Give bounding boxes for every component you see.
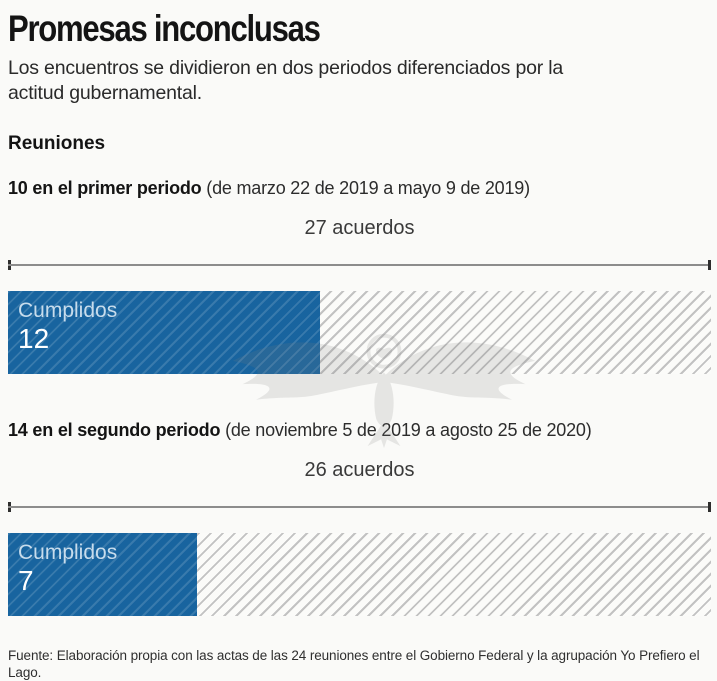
period-2-bar-track: Cumplidos 7 <box>8 533 711 616</box>
source-note: Fuente: Elaboración propia con las actas… <box>8 648 700 680</box>
period-2-bar-fill: Cumplidos 7 <box>8 533 198 616</box>
period-1-label-detail: (de marzo 22 de 2019 a mayo 9 de 2019) <box>206 178 530 198</box>
period-1-total-agreements: 27 acuerdos <box>304 217 415 239</box>
measure-rule <box>8 264 711 266</box>
section-heading: Reuniones <box>8 133 106 154</box>
measure-tick-right-icon <box>708 502 711 512</box>
period-2-fulfilled-label: Cumplidos <box>18 541 118 564</box>
period-1-fulfilled-label: Cumplidos <box>18 299 118 322</box>
page-title: Promesas inconclusas <box>8 8 321 49</box>
measure-tick-right-icon <box>708 260 711 270</box>
period-2-label-detail: (de noviembre 5 de 2019 a agosto 25 de 2… <box>225 420 592 440</box>
period-2-total-agreements: 26 acuerdos <box>304 459 415 481</box>
period-1-bar-track: Cumplidos 12 <box>8 291 711 374</box>
period-1-measure-line <box>8 260 711 270</box>
period-1-label: 10 en el primer periodo (de marzo 22 de … <box>8 178 711 199</box>
period-1-section: 10 en el primer periodo (de marzo 22 de … <box>8 178 711 374</box>
period-2-label: 14 en el segundo periodo (de noviembre 5… <box>8 420 711 441</box>
period-1-bar-fill: Cumplidos 12 <box>8 291 321 374</box>
period-1-label-bold: 10 en el primer periodo <box>8 178 202 198</box>
period-2-section: 14 en el segundo periodo (de noviembre 5… <box>8 420 711 616</box>
period-2-fulfilled-value: 7 <box>18 565 34 596</box>
period-1-fulfilled-value: 12 <box>18 323 50 354</box>
period-2-measure-line <box>8 502 711 512</box>
subtitle: Los encuentros se dividieron en dos peri… <box>8 57 564 104</box>
period-2-label-bold: 14 en el segundo periodo <box>8 420 221 440</box>
measure-rule <box>8 506 711 508</box>
